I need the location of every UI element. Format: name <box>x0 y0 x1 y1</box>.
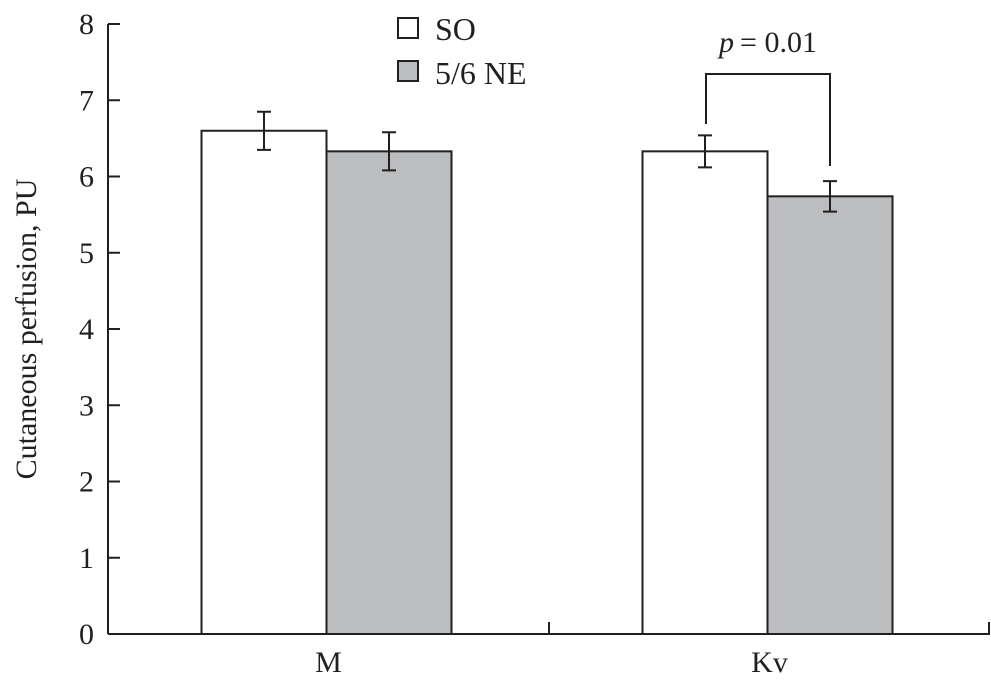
error-bar <box>382 131 396 172</box>
y-tick-label: 6 <box>79 161 94 194</box>
y-tick-label: 7 <box>79 84 94 117</box>
y-tick-label: 3 <box>79 389 94 422</box>
y-tick-label: 0 <box>79 618 94 651</box>
error-bar <box>257 110 271 151</box>
legend-label-so: SO <box>435 11 476 47</box>
y-tick-label: 8 <box>79 8 94 41</box>
legend: SO 5/6 NE <box>397 11 527 91</box>
x-tick-label: M <box>315 646 342 679</box>
y-tick-label: 2 <box>79 466 94 499</box>
bar-m-ne <box>325 150 453 635</box>
legend-label-ne: 5/6 NE <box>435 55 527 91</box>
significance-annotation: p = 0.01 <box>705 26 831 166</box>
legend-swatch-ne <box>397 60 419 82</box>
y-axis-label: Cutaneous perfusion, PU <box>10 178 43 479</box>
legend-swatch-so <box>397 17 419 39</box>
significance-label: p = 0.01 <box>717 26 817 59</box>
error-bar <box>698 134 712 169</box>
y-tick-label: 1 <box>79 542 94 575</box>
bar-kv-so <box>641 150 769 635</box>
y-tick-label: 5 <box>79 237 94 270</box>
y-tick-label: 4 <box>79 313 94 346</box>
significance-bracket <box>705 73 831 166</box>
x-tick-label: Kv <box>751 646 788 679</box>
bar-kv-ne <box>766 195 894 635</box>
bar-m-so <box>200 129 328 635</box>
error-bar <box>823 180 837 213</box>
